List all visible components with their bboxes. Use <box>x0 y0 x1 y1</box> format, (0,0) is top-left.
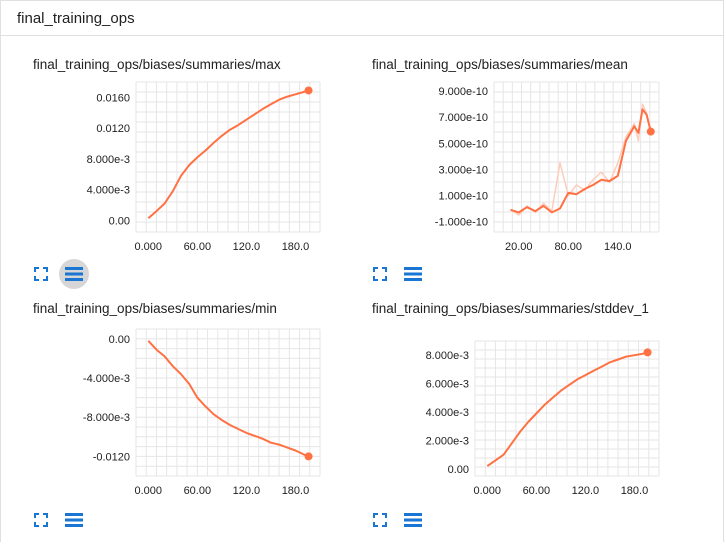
y-tick-label: -0.0120 <box>93 451 130 463</box>
y-tick-label: 5.000e-10 <box>438 138 488 150</box>
list-icon <box>404 267 422 281</box>
panel-title: final_training_ops <box>17 10 135 27</box>
x-tick-label: 0.000 <box>135 485 163 497</box>
expand-button[interactable] <box>365 259 395 289</box>
line-chart[interactable]: 0.00 4.000e-3 8.000e-3 0.0120 0.0160 0.000 60.… <box>33 57 353 262</box>
chart-title: final_training_ops/biases/summaries/min <box>33 301 277 316</box>
x-tick-label: 60.00 <box>523 485 551 497</box>
x-tick-label: 20.00 <box>505 241 533 253</box>
fullscreen-icon <box>373 513 387 527</box>
y-tick-label: 9.000e-10 <box>438 86 488 98</box>
y-tick-label: 2.000e-3 <box>426 435 469 447</box>
fullscreen-icon <box>373 267 387 281</box>
y-tick-label: -8.000e-3 <box>83 412 130 424</box>
series-end-point <box>643 348 652 357</box>
toggle-data-button[interactable] <box>59 505 89 535</box>
line-chart[interactable]: 0.00 2.000e-3 4.000e-3 6.000e-3 8.000e-3 0.00… <box>372 301 692 506</box>
series-end-point <box>646 127 655 136</box>
expand-button[interactable] <box>365 505 395 535</box>
series-line <box>510 108 652 214</box>
chart-actions <box>33 505 153 537</box>
toggle-data-button[interactable] <box>59 259 89 289</box>
y-tick-label: 0.00 <box>448 464 469 476</box>
y-tick-label: 0.0160 <box>96 92 130 104</box>
list-icon <box>404 513 422 527</box>
x-tick-label: 140.0 <box>604 241 632 253</box>
chart-card-mean: final_training_ops/biases/summaries/mean… <box>372 57 726 303</box>
series-end-point <box>304 86 313 95</box>
panel-header[interactable]: final_training_ops <box>0 0 724 36</box>
list-icon <box>65 513 83 527</box>
chart-actions <box>372 505 492 537</box>
line-chart[interactable]: -1.000e-10 1.000e-10 3.000e-10 5.000e-10 7.0… <box>372 57 692 262</box>
x-tick-label: 180.0 <box>621 485 649 497</box>
chart-actions <box>372 259 492 291</box>
chart-card-stddev: final_training_ops/biases/summaries/stdd… <box>372 301 726 547</box>
x-tick-label: 0.000 <box>474 485 502 497</box>
x-tick-label: 120.0 <box>233 241 261 253</box>
toggle-data-button[interactable] <box>398 505 428 535</box>
chart-card-min: final_training_ops/biases/summaries/min … <box>33 301 389 547</box>
x-tick-label: 60.00 <box>184 241 212 253</box>
x-tick-label: 0.000 <box>135 241 163 253</box>
series-line <box>147 340 309 458</box>
x-tick-label: 60.00 <box>184 485 212 497</box>
chart-title: final_training_ops/biases/summaries/mean <box>372 57 628 72</box>
x-tick-label: 120.0 <box>572 485 600 497</box>
y-tick-label: 8.000e-3 <box>426 350 469 362</box>
expand-button[interactable] <box>26 259 56 289</box>
chart-title: final_training_ops/biases/summaries/stdd… <box>372 301 649 316</box>
y-tick-label: 0.00 <box>109 334 130 346</box>
y-tick-label: -4.000e-3 <box>83 373 130 385</box>
series-line-raw <box>510 103 652 216</box>
y-tick-label: 1.000e-10 <box>438 190 488 202</box>
x-tick-label: 180.0 <box>282 485 310 497</box>
list-icon <box>65 267 83 281</box>
series-end-point <box>304 452 313 461</box>
x-tick-label: 120.0 <box>233 485 261 497</box>
y-tick-label: 4.000e-3 <box>426 407 469 419</box>
series-line <box>486 351 648 467</box>
line-chart[interactable]: 0.00 -4.000e-3 -8.000e-3 -0.0120 0.000 60.00 1… <box>33 301 353 506</box>
y-tick-label: 6.000e-3 <box>426 379 469 391</box>
y-tick-label: 4.000e-3 <box>87 185 130 197</box>
y-tick-label: 0.00 <box>109 215 130 227</box>
fullscreen-icon <box>34 513 48 527</box>
y-tick-label: 8.000e-3 <box>87 154 130 166</box>
fullscreen-icon <box>34 267 48 281</box>
chart-actions <box>33 259 153 291</box>
chart-title: final_training_ops/biases/summaries/max <box>33 57 281 72</box>
toggle-data-button[interactable] <box>398 259 428 289</box>
series-line <box>147 89 309 219</box>
chart-card-max: final_training_ops/biases/summaries/max … <box>33 57 389 303</box>
y-tick-label: 7.000e-10 <box>438 112 488 124</box>
expand-button[interactable] <box>26 505 56 535</box>
x-tick-label: 80.00 <box>554 241 582 253</box>
y-tick-label: -1.000e-10 <box>435 217 488 229</box>
y-tick-label: 3.000e-10 <box>438 164 488 176</box>
y-tick-label: 0.0120 <box>96 123 130 135</box>
x-tick-label: 180.0 <box>282 241 310 253</box>
